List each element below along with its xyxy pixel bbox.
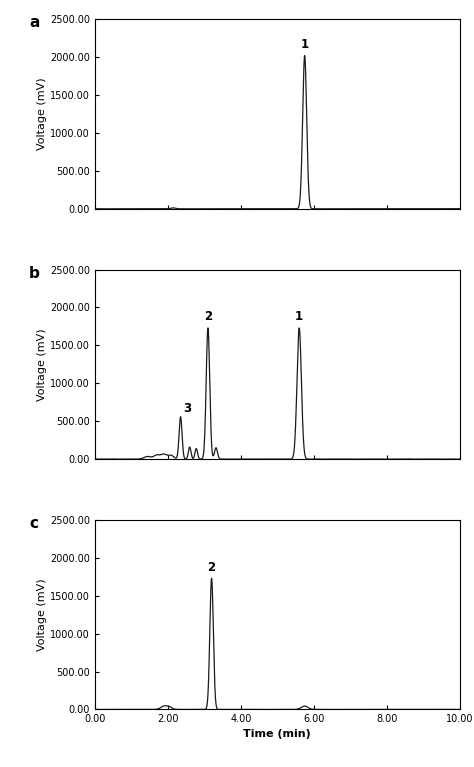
Y-axis label: Voltage (mV): Voltage (mV) [37,328,47,400]
Text: 3: 3 [183,402,191,415]
Y-axis label: Voltage (mV): Voltage (mV) [37,77,47,150]
Text: b: b [29,265,40,281]
Text: 2: 2 [208,561,216,574]
Text: 1: 1 [295,311,303,324]
Text: 1: 1 [301,38,309,51]
Y-axis label: Voltage (mV): Voltage (mV) [37,578,47,651]
Text: a: a [29,15,39,31]
Text: c: c [29,516,38,531]
Text: 2: 2 [204,311,212,324]
X-axis label: Time (min): Time (min) [244,729,311,739]
